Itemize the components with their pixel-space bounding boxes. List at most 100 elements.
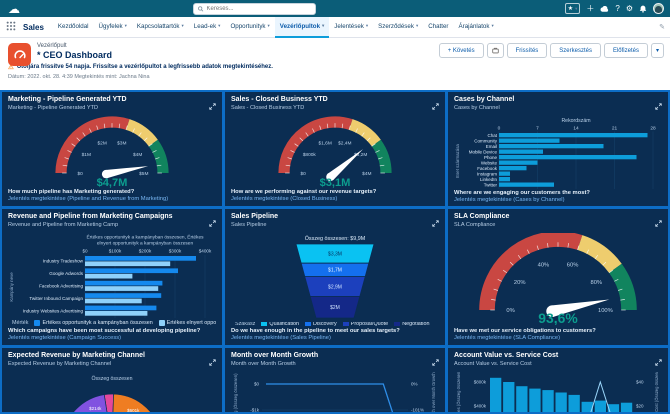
funnel-chart[interactable]: Összeg összesen: $9,9M $3,3M $1,7M $2,9M $2M	[231, 233, 439, 321]
briefcase-icon-button[interactable]	[486, 43, 504, 58]
nav-tab-kezdooldal[interactable]: Kezdőoldal	[57, 22, 89, 30]
svg-text:Facebook: Facebook	[477, 166, 498, 171]
svg-text:$800k: $800k	[474, 380, 487, 385]
svg-text:Website: Website	[481, 161, 498, 166]
subscribe-button[interactable]: Előfizetés	[603, 43, 648, 58]
app-navigation-bar: Sales Kezdőoldal Ügyfelek ▾ Kapcsolattartók…	[0, 16, 670, 38]
svg-text:Instagram: Instagram	[477, 172, 497, 177]
app-launcher-waffle-icon[interactable]	[6, 18, 16, 36]
expand-icon[interactable]	[432, 353, 439, 371]
expand-icon[interactable]	[209, 97, 216, 115]
gauge-chart[interactable]: $0 $1M $2M $3M $4M $5M $4,7M	[8, 116, 216, 188]
svg-text:$1,6M: $1,6M	[319, 141, 332, 147]
chevron-down-icon: ▾	[365, 23, 369, 28]
svg-text:Community: Community	[474, 138, 498, 143]
legend-item: Negotiation	[394, 322, 429, 326]
refresh-button[interactable]: Frissítés	[506, 43, 548, 58]
expand-icon[interactable]	[432, 214, 439, 232]
svg-text:Email: Email	[486, 144, 497, 149]
svg-text:$214k: $214k	[89, 406, 102, 411]
nav-tab-vezerlopultok[interactable]: Vezérlőpultok ▾	[274, 16, 330, 38]
widget-title: Marketing - Pipeline Generated YTD	[8, 96, 127, 103]
svg-text:Rekordszám: Rekordszám	[561, 118, 590, 124]
svg-text:14: 14	[573, 126, 579, 132]
svg-text:$2M: $2M	[98, 141, 107, 147]
nav-tab-jelentesek[interactable]: Jelentések ▾	[334, 22, 369, 30]
widget-title: Revenue and Pipeline from Marketing Camp…	[8, 213, 173, 220]
expand-icon[interactable]	[655, 353, 662, 371]
legend-swatch	[261, 322, 268, 326]
search-input[interactable]	[206, 5, 311, 12]
legend-swatch	[342, 322, 349, 326]
nav-tab-szerzodesek[interactable]: Szerződések ▾	[378, 22, 419, 30]
report-link[interactable]: Jelentés megtekintése (SLA Compliance)	[454, 335, 561, 341]
help-icon[interactable]: ?	[615, 3, 620, 13]
expand-icon[interactable]	[655, 97, 662, 115]
svg-text:100%: 100%	[598, 308, 613, 314]
favorites-button[interactable]: ★ ▾	[564, 3, 581, 14]
gauge-chart[interactable]: 0% 20% 40% 60% 80% 100% 93,6%	[454, 233, 662, 325]
tab-bar: Kezdőoldal Ügyfelek ▾ Kapcsolattartók ▾ Lead-…	[53, 16, 499, 38]
line-chart[interactable]: $0 -$1k 0% -101% Closing (Összeg összesen) % …	[231, 372, 439, 412]
svg-text:$3,2M: $3,2M	[354, 152, 367, 158]
legend-item: Proposal/Quote	[342, 322, 388, 326]
report-link[interactable]: Jelentés megtekintése (Closed Business)	[231, 196, 338, 202]
quick-create-plus-icon[interactable]: ＋	[586, 3, 595, 13]
widget-cases-by-channel: Cases by Channel Cases by Channel Rekord…	[448, 92, 668, 206]
gauge-chart[interactable]: $0 $800k $1,6M $2,4M $3,2M $4M $3,1M	[231, 116, 439, 188]
report-link[interactable]: Jelentés megtekintése (Pipeline and Reve…	[8, 196, 169, 202]
svg-text:$4,7M: $4,7M	[97, 177, 128, 188]
widget-campaign-revenue: Revenue and Pipeline from Marketing Camp…	[2, 209, 222, 345]
combo-chart[interactable]: $800k $400k $40 $20 Total Sales (Összeg össz…	[454, 372, 662, 412]
setup-gear-icon[interactable]: ⚙	[625, 3, 633, 13]
widget-account-value-vs-service-cost: Account Value vs. Service Cost Account V…	[448, 348, 668, 412]
report-link[interactable]: Jelentés megtekintése (Campaign Success)	[8, 335, 122, 341]
svg-text:Industry Websites Advertising: Industry Websites Advertising	[23, 308, 84, 313]
svg-text:Estimated Cost (Összeg összese: Estimated Cost (Összeg összesen)	[654, 372, 659, 412]
expand-icon[interactable]	[432, 97, 439, 115]
nav-tab-ugyfelek[interactable]: Ügyfelek ▾	[98, 22, 127, 30]
chart-legend: Szakasz Qualification Discovery Proposal/Qu…	[235, 322, 439, 326]
guidance-cloud-icon[interactable]	[600, 0, 609, 18]
follow-button[interactable]: + Követés	[438, 43, 484, 58]
donut-chart[interactable]: Összeg összesen $601k $214k	[8, 372, 216, 412]
nav-tab-chatter[interactable]: Chatter	[428, 22, 449, 30]
more-actions-button[interactable]: ▾	[650, 43, 664, 58]
nav-tab-lead-ek[interactable]: Lead-ek ▾	[193, 22, 221, 30]
widget-title: Expected Revenue by Marketing Channel	[8, 352, 145, 359]
widget-subtitle: Sales - Closed Business YTD	[231, 104, 305, 111]
expand-icon[interactable]	[209, 214, 216, 232]
edit-button[interactable]: Szerkesztés	[550, 43, 601, 58]
widget-closed-business-gauge: Sales - Closed Business YTD Sales - Clos…	[225, 92, 445, 206]
notifications-bell-icon[interactable]	[639, 0, 647, 18]
svg-text:80%: 80%	[590, 280, 602, 286]
dashboard-icon	[8, 43, 31, 66]
global-search[interactable]	[193, 2, 316, 15]
nav-tab-arajanlatok[interactable]: Árajánlatok ▾	[458, 22, 494, 30]
salesforce-cloud-logo: ☁	[8, 1, 20, 16]
svg-text:-$1k: -$1k	[250, 408, 260, 412]
widget-expected-revenue-donut: Expected Revenue by Marketing Channel Ex…	[2, 348, 222, 412]
svg-text:40%: 40%	[538, 263, 550, 269]
chart-legend: Mérték Értékes opportunityk a kampányban …	[12, 320, 216, 326]
chevron-down-icon: ▾	[181, 23, 184, 28]
dashboard-meta: Dátum: 2022. okt. 28. 4:39 Megtekintés m…	[8, 73, 150, 80]
user-avatar[interactable]	[653, 3, 664, 14]
report-link[interactable]: Jelentés megtekintése (Sales Pipeline)	[231, 335, 331, 341]
expand-icon[interactable]	[209, 353, 216, 371]
svg-text:LinkedIn: LinkedIn	[480, 177, 498, 182]
nav-tab-opportunityk[interactable]: Opportunityk ▾	[230, 22, 270, 30]
bar-chart[interactable]: Rekordszám 0 7 14 21 28 Chat Community Email Mobi…	[454, 116, 662, 190]
grouped-bar-chart[interactable]: Értékes opportunityk a kampányban összes…	[8, 233, 216, 319]
svg-text:21: 21	[612, 126, 618, 132]
svg-text:$1M: $1M	[82, 152, 91, 158]
expand-icon[interactable]	[655, 214, 662, 232]
nav-tab-kapcsolattartok[interactable]: Kapcsolattartók ▾	[136, 22, 184, 30]
svg-text:$0: $0	[301, 171, 307, 177]
report-link[interactable]: Jelentés megtekintése (Cases by Channel)	[454, 197, 565, 203]
svg-text:7: 7	[536, 126, 539, 132]
svg-text:$400k: $400k	[474, 404, 487, 409]
svg-text:Twitter: Twitter	[484, 183, 498, 188]
edit-page-pencil-icon[interactable]: ✎	[659, 24, 665, 31]
